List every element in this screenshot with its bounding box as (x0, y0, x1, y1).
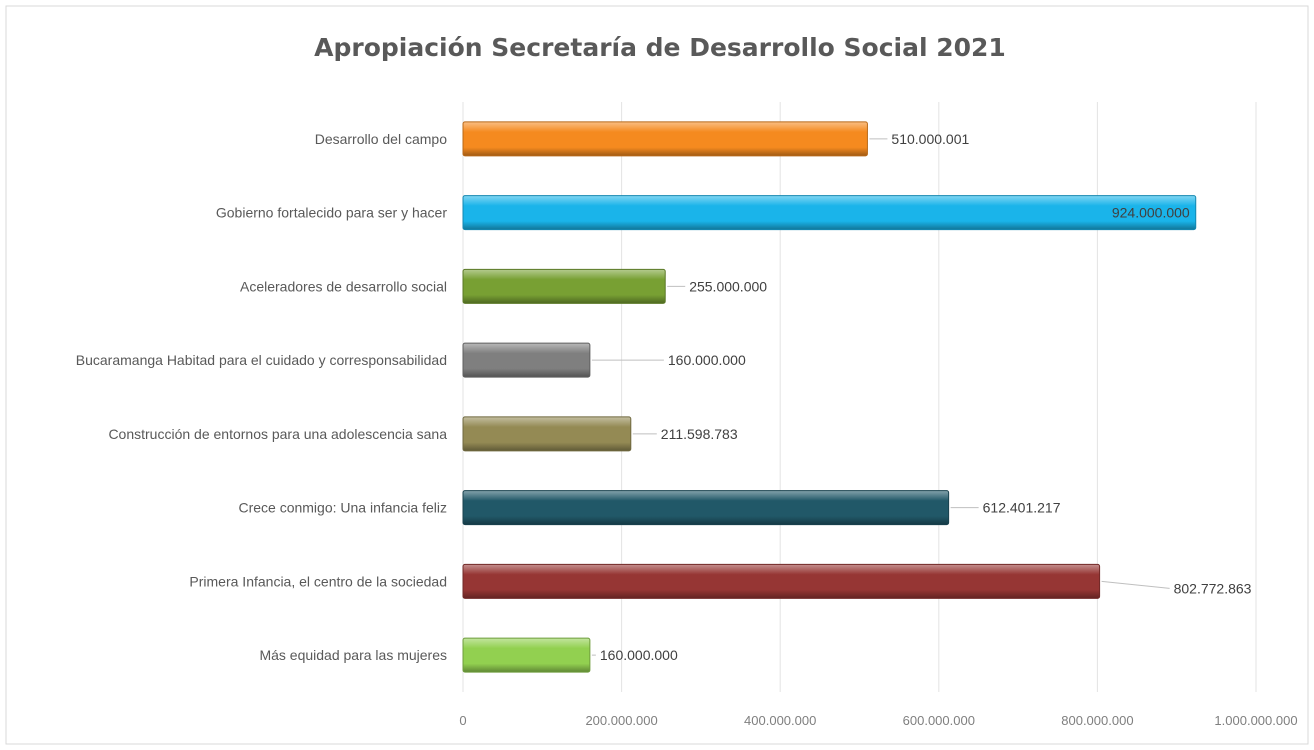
data-label: 160.000.000 (600, 647, 678, 663)
category-label: Bucaramanga Habitad para el cuidado y co… (76, 352, 447, 368)
x-tick-label: 800.000.000 (1061, 713, 1133, 728)
data-label: 255.000.000 (689, 278, 767, 294)
x-tick-label: 400.000.000 (744, 713, 816, 728)
bar (462, 268, 666, 304)
data-label: 160.000.000 (668, 352, 746, 368)
bar (462, 563, 1101, 599)
category-labels: Desarrollo del campo Gobierno fortalecido… (76, 131, 448, 663)
bar (462, 637, 591, 673)
bar (462, 342, 591, 378)
x-tick-label: 1.000.000.000 (1214, 713, 1297, 728)
data-label: 802.772.863 (1174, 580, 1252, 596)
bar (462, 490, 950, 526)
bar (462, 195, 1197, 231)
x-tick-label: 0 (459, 713, 466, 728)
bars (462, 121, 1197, 673)
chart-frame (5, 5, 1309, 745)
bar (462, 416, 632, 452)
category-label: Gobierno fortalecido para ser y hacer (216, 205, 447, 221)
data-label: 211.598.783 (661, 426, 738, 442)
category-label: Más equidad para las mujeres (259, 647, 447, 663)
bar (462, 121, 868, 157)
data-label: 612.401.217 (983, 500, 1061, 516)
x-tick-label: 200.000.000 (585, 713, 657, 728)
x-tick-label: 600.000.000 (903, 713, 975, 728)
chart-title: Apropiación Secretaría de Desarrollo Soc… (314, 33, 1006, 62)
x-axis-ticks: 0 200.000.000 400.000.000 600.000.000 800.00… (459, 713, 1297, 728)
category-label: Crece conmigo: Una infancia feliz (238, 500, 447, 516)
leader-line (1101, 580, 1170, 589)
data-label: 510.000.001 (891, 131, 969, 147)
data-label: 924.000.000 (1112, 205, 1190, 221)
category-label: Desarrollo del campo (315, 131, 447, 147)
category-label: Construcción de entornos para una adoles… (108, 426, 447, 442)
data-labels: 510.000.001 924.000.000 255.000.000 160.000… (591, 131, 1252, 663)
category-label: Primera Infancia, el centro de la socied… (189, 573, 447, 589)
category-label: Aceleradores de desarrollo social (240, 278, 447, 294)
